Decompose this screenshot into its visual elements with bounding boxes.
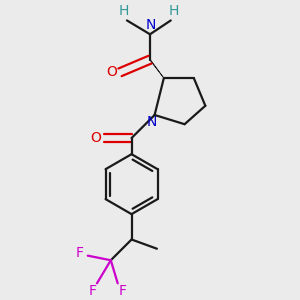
Text: N: N bbox=[146, 18, 156, 32]
Text: N: N bbox=[147, 115, 158, 129]
Text: O: O bbox=[90, 131, 101, 145]
Text: H: H bbox=[169, 4, 179, 18]
Text: H: H bbox=[118, 4, 129, 18]
Text: F: F bbox=[88, 284, 96, 298]
Text: F: F bbox=[118, 284, 126, 298]
Text: O: O bbox=[106, 65, 117, 79]
Text: F: F bbox=[76, 246, 84, 260]
Polygon shape bbox=[150, 59, 164, 78]
